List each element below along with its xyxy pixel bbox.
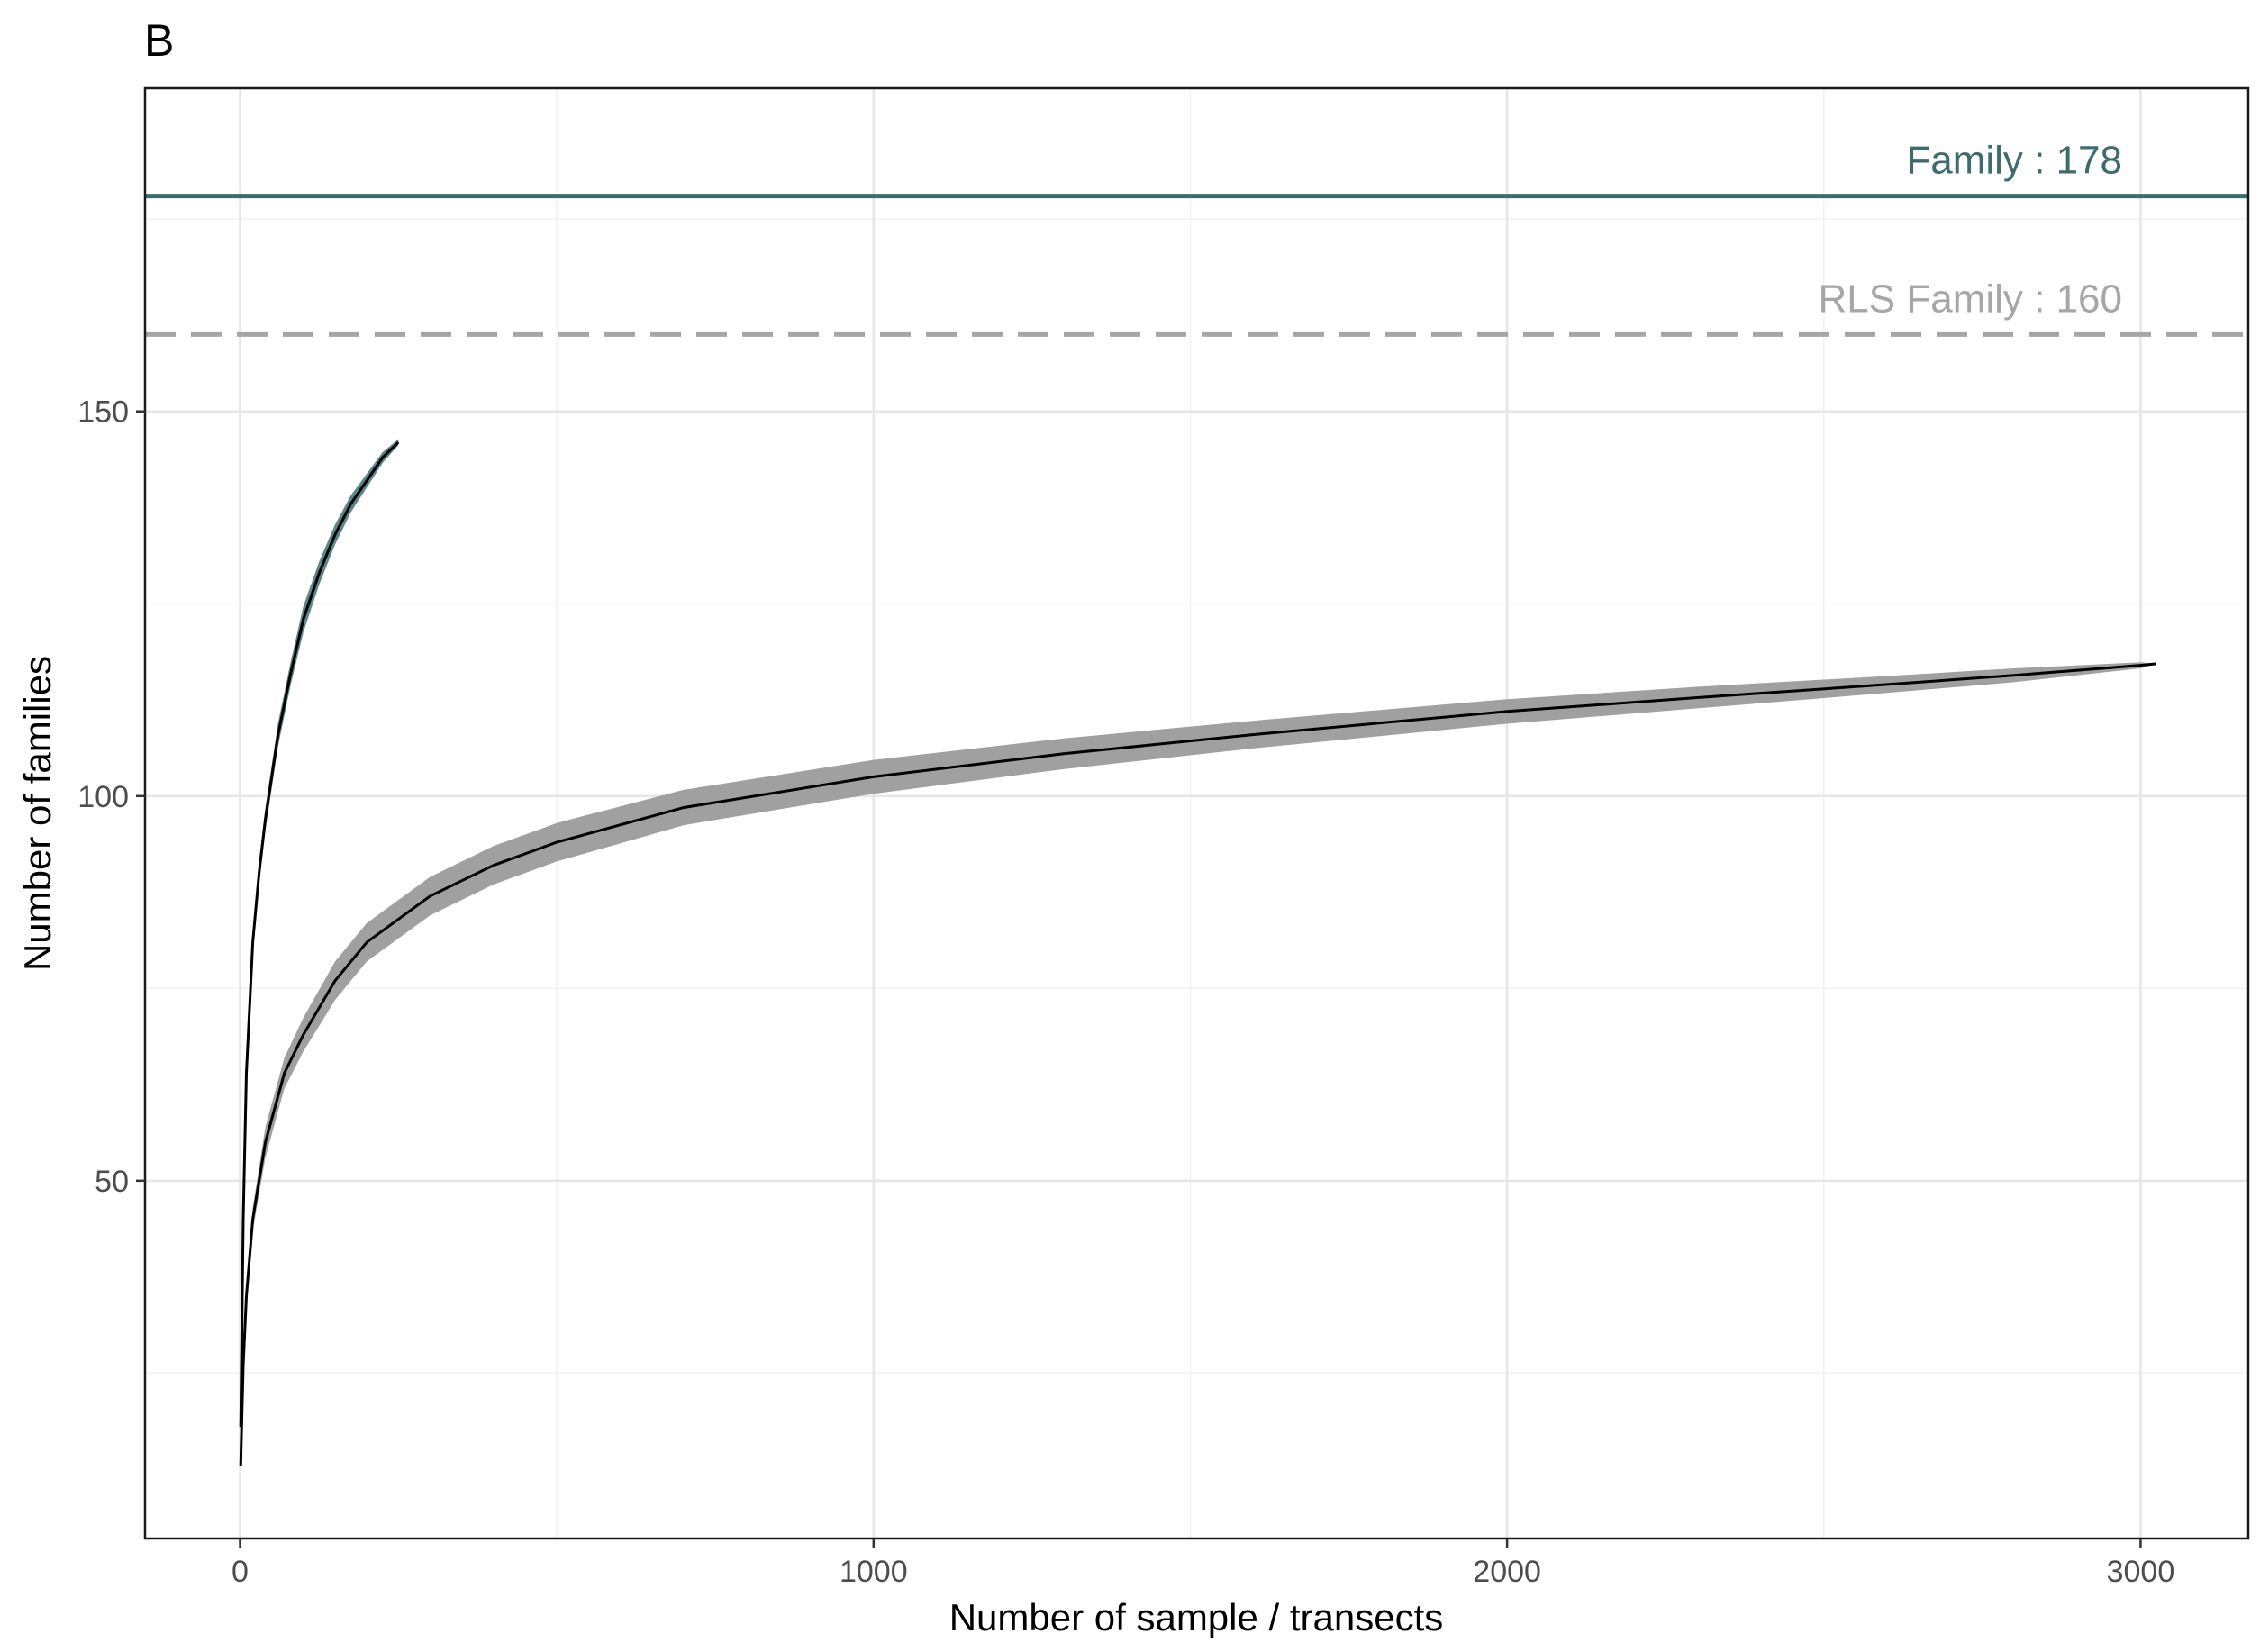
reference-lines: Family : 178 RLS Family : 160 (145, 139, 2248, 337)
x-tick-label: 3000 (2107, 1555, 2175, 1589)
rarefaction-curve-2 (239, 662, 2157, 1466)
x-tick-label: 2000 (1473, 1555, 1541, 1589)
x-axis-ticks: 0 1000 2000 3000 (231, 1539, 2174, 1589)
x-tick-label: 0 (231, 1555, 249, 1589)
rarefaction-curves (239, 440, 2157, 1466)
family-reference-label: Family : 178 (1906, 139, 2122, 183)
rarefaction-curve-1 (239, 440, 400, 1428)
panel-label: B (144, 15, 174, 66)
rls-family-reference-label: RLS Family : 160 (1819, 277, 2122, 321)
minor-gridlines (145, 88, 2248, 1539)
x-axis-title: Number of sample / transects (949, 1596, 1444, 1638)
y-axis-ticks: 50 100 150 (77, 395, 145, 1199)
y-tick-label: 50 (95, 1165, 129, 1199)
x-tick-label: 1000 (840, 1555, 908, 1589)
confidence-band-2 (241, 662, 2157, 1466)
plot-panel-border (143, 86, 2250, 1540)
y-tick-label: 150 (77, 395, 129, 430)
major-gridlines (145, 88, 2248, 1539)
y-axis-title: Number of families (16, 656, 59, 971)
y-tick-label: 100 (77, 780, 129, 814)
confidence-bands (241, 439, 2157, 1466)
